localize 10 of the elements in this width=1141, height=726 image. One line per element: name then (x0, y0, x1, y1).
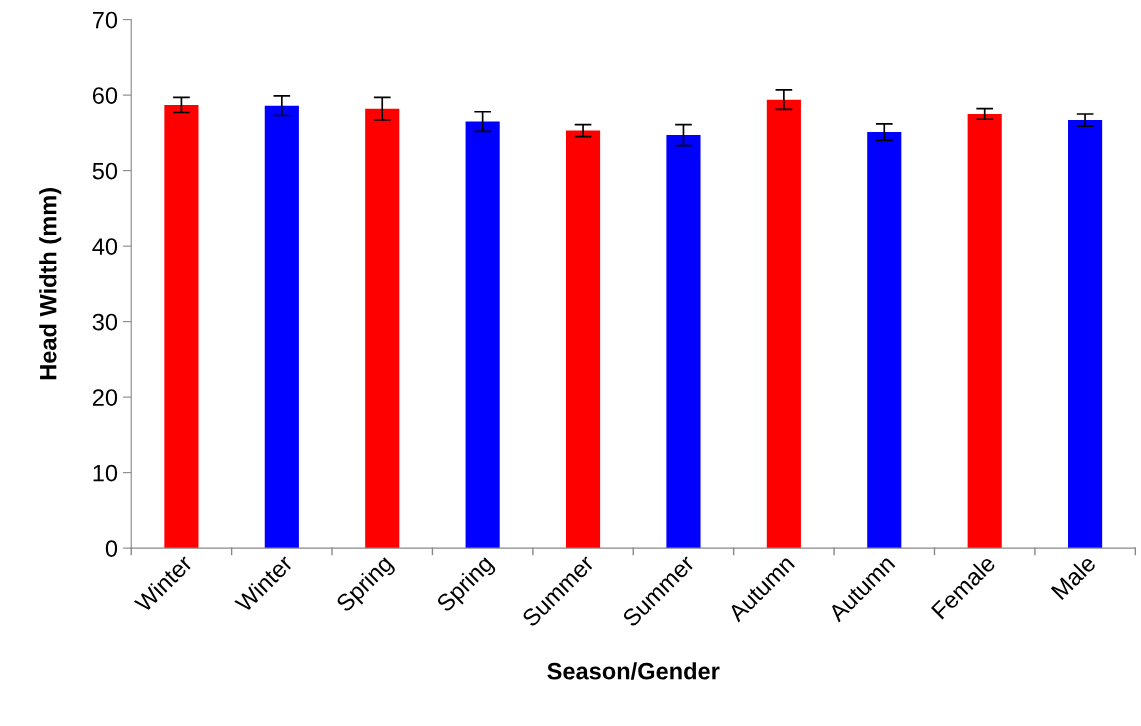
y-tick-label: 0 (105, 540, 118, 557)
y-tick-label: 50 (92, 162, 118, 180)
y-tick-label: 20 (92, 389, 118, 406)
y-tick-label: 40 (92, 238, 118, 255)
y-tick-label: 10 (93, 464, 118, 482)
y-tick-label: 60 (92, 87, 118, 104)
x-axis-title: Season/Gender (547, 662, 720, 680)
y-axis-title: Head Width (mm) (39, 188, 62, 380)
y-tick-label: 70 (92, 11, 118, 29)
y-tick-label: 30 (92, 313, 118, 331)
